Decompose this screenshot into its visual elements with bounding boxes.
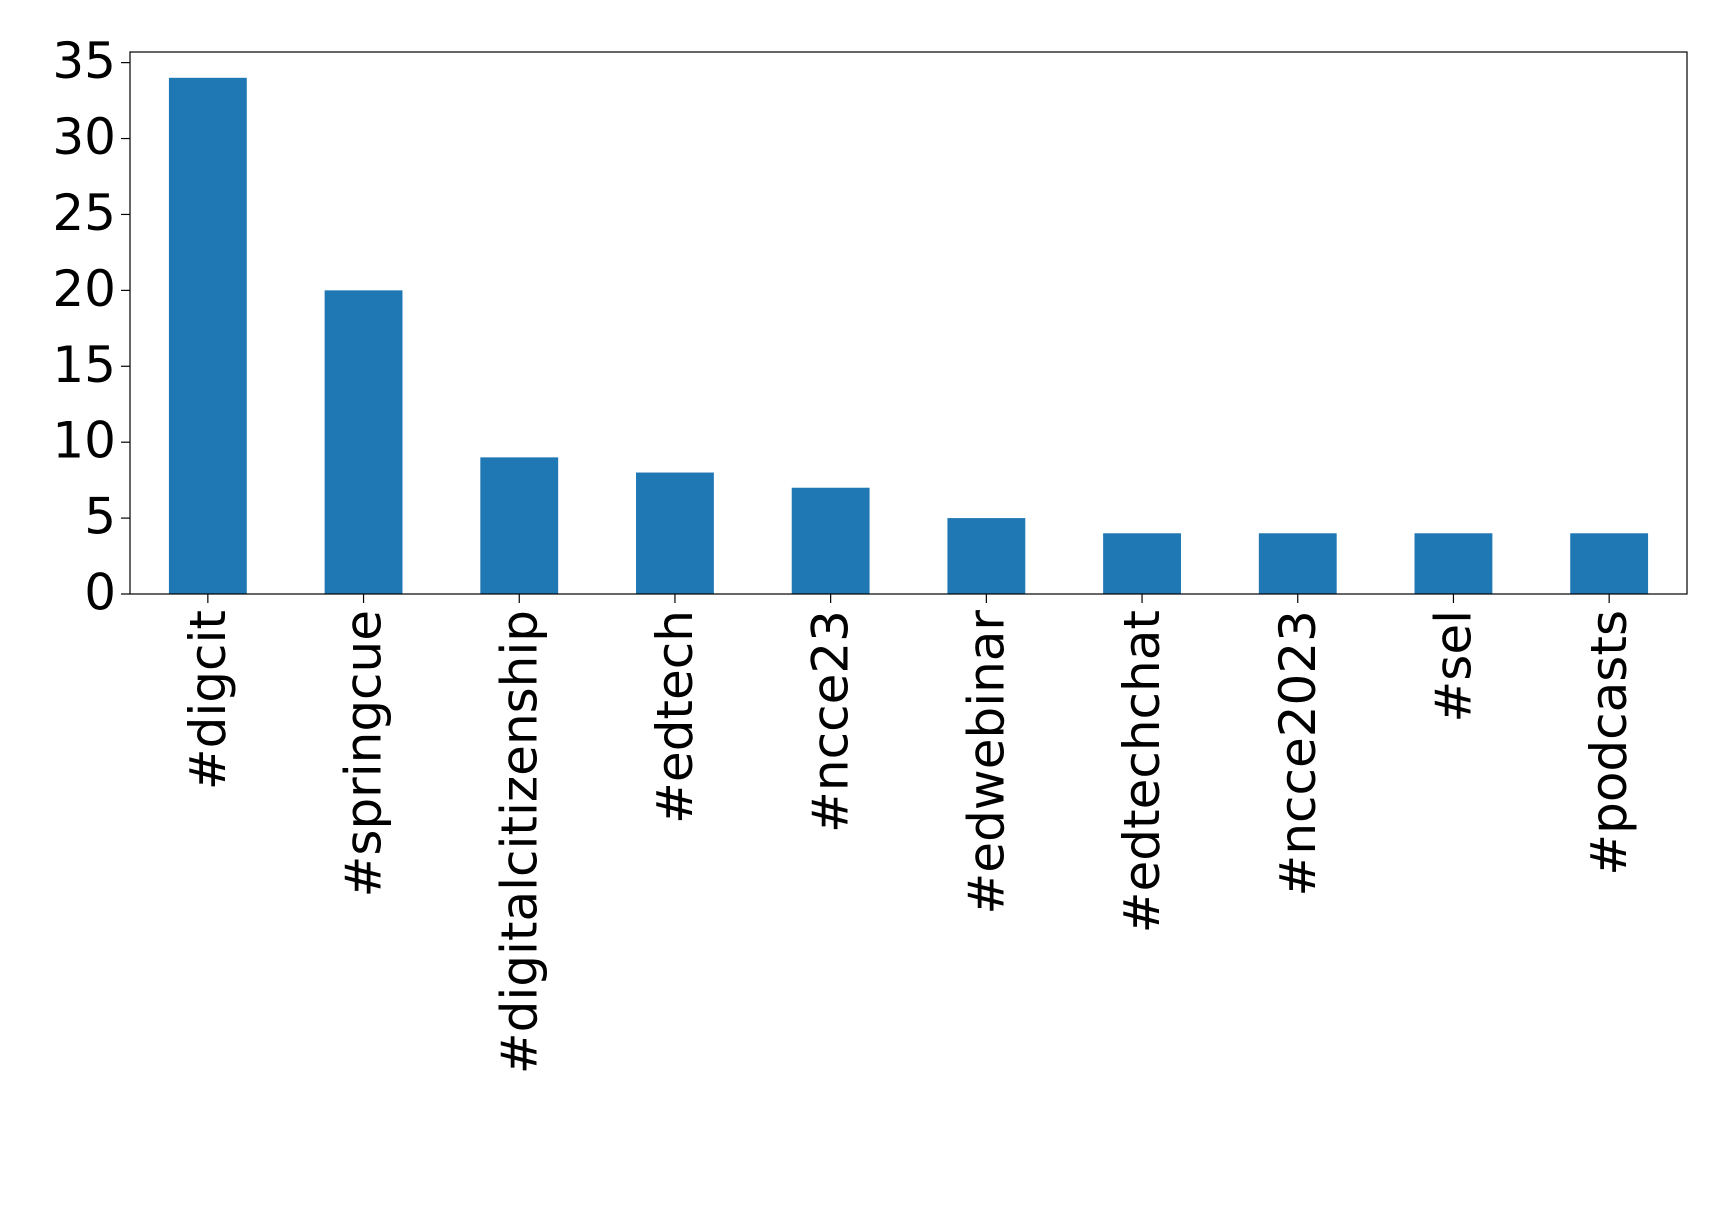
bar	[1258, 533, 1337, 594]
y-tick-label: 5	[84, 488, 116, 546]
y-tick-label: 20	[52, 260, 116, 318]
bar	[324, 290, 403, 594]
bar	[480, 457, 559, 594]
bar	[1103, 533, 1181, 594]
bar	[1414, 533, 1493, 594]
x-tick-label: #edtech	[646, 610, 704, 824]
x-tick-label: #podcasts	[1580, 610, 1638, 876]
y-tick-label: 30	[52, 108, 116, 166]
x-tick-label: #digitalcitizenship	[490, 610, 548, 1074]
x-tick-label: #ncce23	[802, 610, 860, 833]
bar	[1570, 533, 1649, 594]
bar	[636, 472, 714, 594]
plot-frame	[129, 51, 1688, 595]
bar	[947, 518, 1026, 594]
x-tick-label: #springcue	[335, 610, 393, 898]
x-tick-label: #ncce2023	[1269, 610, 1327, 897]
x-tick-label: #edwebinar	[957, 610, 1015, 915]
y-tick-label: 0	[84, 564, 116, 622]
y-tick-label: 10	[52, 412, 116, 470]
y-tick-label: 25	[52, 184, 116, 242]
x-tick-label: #edtechchat	[1113, 610, 1171, 933]
y-tick-label: 15	[52, 336, 116, 394]
x-tick-label: #sel	[1424, 610, 1482, 723]
y-tick-label: 35	[52, 32, 116, 90]
bar	[791, 487, 870, 594]
x-tick-label: #digcit	[179, 610, 237, 790]
bar	[168, 77, 247, 595]
